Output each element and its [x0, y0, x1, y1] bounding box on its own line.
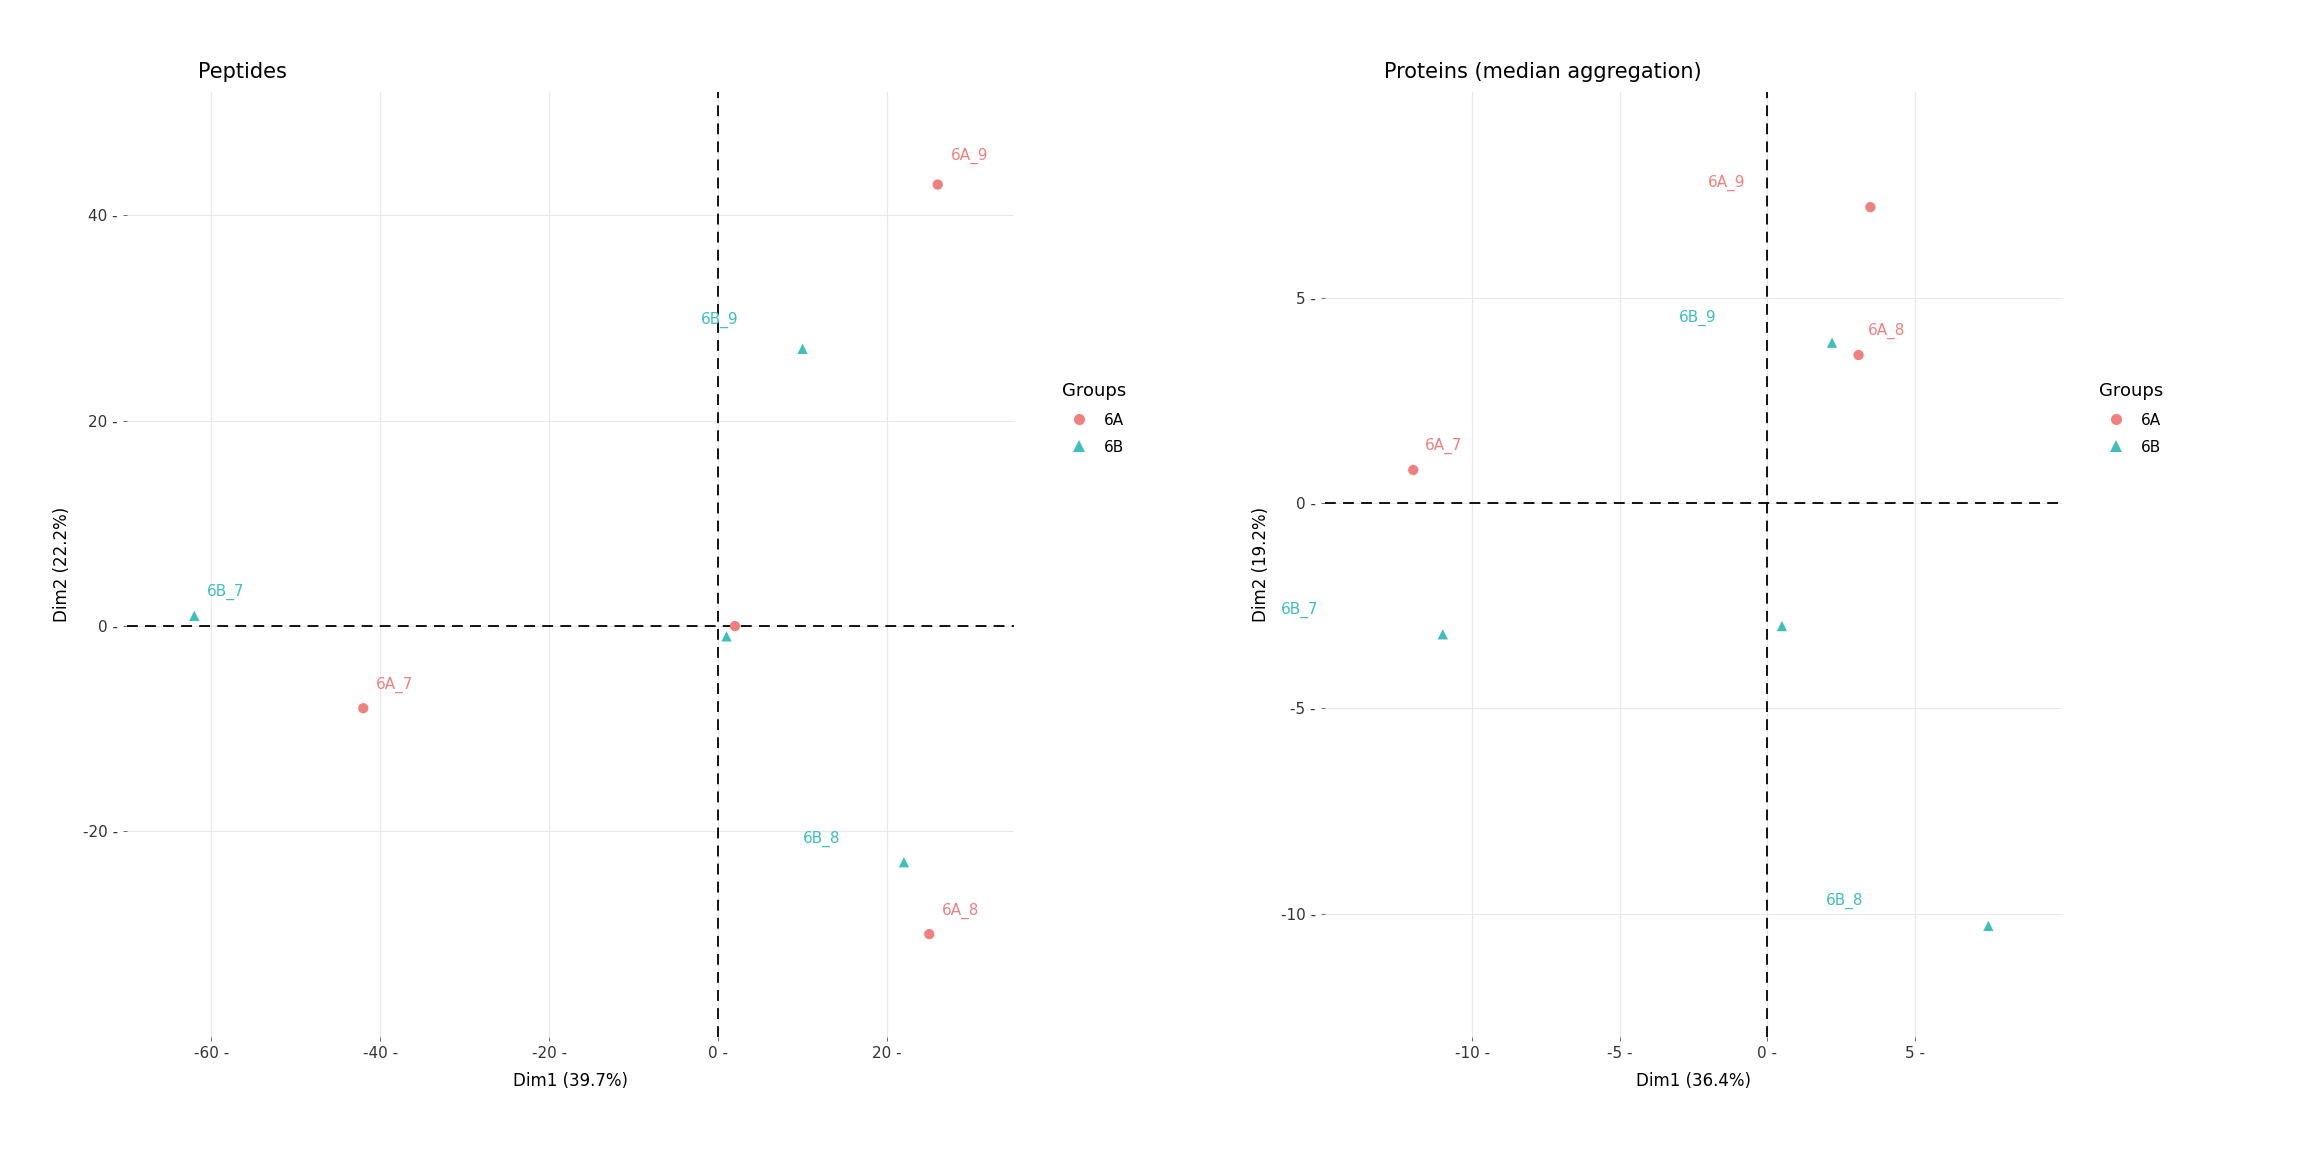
Point [1763, 616, 1799, 635]
Point [346, 699, 382, 718]
Point [919, 175, 956, 194]
Text: 6A_9: 6A_9 [952, 147, 988, 164]
Text: 6A_8: 6A_8 [1869, 323, 1905, 339]
Text: 6A_7: 6A_7 [1426, 438, 1463, 454]
Point [783, 340, 820, 358]
Point [910, 925, 947, 943]
Text: 6B_7: 6B_7 [1281, 601, 1318, 617]
Point [175, 607, 212, 626]
Point [717, 616, 753, 635]
Text: 6B_8: 6B_8 [1827, 893, 1864, 909]
Text: 6B_8: 6B_8 [802, 831, 841, 847]
Text: 6B_7: 6B_7 [207, 584, 244, 600]
Text: 6B_9: 6B_9 [1680, 310, 1716, 326]
Text: 6A_8: 6A_8 [942, 902, 979, 918]
X-axis label: Dim1 (39.7%): Dim1 (39.7%) [514, 1073, 627, 1090]
Point [1841, 346, 1878, 364]
Point [1394, 461, 1431, 479]
Text: 6A_9: 6A_9 [1707, 175, 1746, 191]
Point [1424, 626, 1461, 644]
Text: 6B_9: 6B_9 [700, 312, 740, 328]
Y-axis label: Dim2 (22.2%): Dim2 (22.2%) [53, 507, 71, 622]
Point [885, 852, 922, 871]
Point [1852, 198, 1889, 217]
Legend: 6A, 6B: 6A, 6B [1055, 377, 1134, 461]
Text: Peptides: Peptides [198, 62, 286, 82]
Text: 6A_7: 6A_7 [376, 676, 412, 692]
Text: Proteins (median aggregation): Proteins (median aggregation) [1385, 62, 1700, 82]
Legend: 6A, 6B: 6A, 6B [2092, 377, 2170, 461]
Y-axis label: Dim2 (19.2%): Dim2 (19.2%) [1251, 507, 1270, 622]
Point [1813, 333, 1850, 351]
Point [707, 627, 744, 645]
Point [1970, 917, 2007, 935]
X-axis label: Dim1 (36.4%): Dim1 (36.4%) [1636, 1073, 1751, 1090]
